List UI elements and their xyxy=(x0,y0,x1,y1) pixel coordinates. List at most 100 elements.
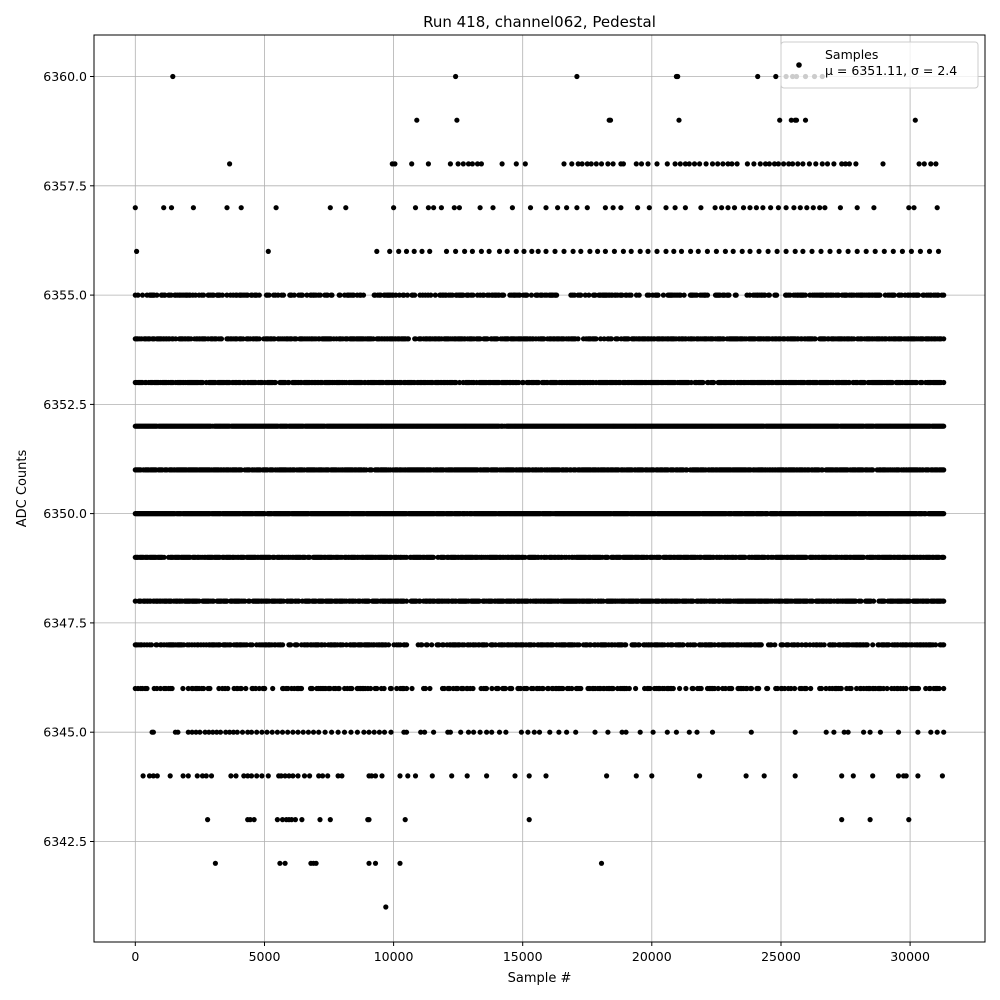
data-point xyxy=(725,205,731,211)
data-point xyxy=(941,467,947,473)
data-point xyxy=(370,336,376,342)
data-point xyxy=(812,336,818,342)
data-point xyxy=(726,292,732,298)
data-point xyxy=(608,336,615,342)
data-point xyxy=(529,248,535,254)
data-point xyxy=(554,292,560,298)
data-point xyxy=(827,248,833,254)
data-point xyxy=(625,336,632,342)
data-point xyxy=(906,205,912,211)
data-point xyxy=(504,248,510,254)
data-point xyxy=(200,379,206,386)
data-point xyxy=(455,161,461,167)
data-point xyxy=(637,248,643,254)
data-point xyxy=(711,379,717,386)
data-point xyxy=(391,205,397,211)
data-point xyxy=(941,510,947,517)
data-point xyxy=(477,205,483,211)
data-point xyxy=(941,292,947,298)
data-point xyxy=(720,161,726,167)
data-point xyxy=(578,248,584,254)
data-point xyxy=(486,248,492,254)
data-point xyxy=(610,161,616,167)
data-point xyxy=(620,161,627,167)
data-point xyxy=(797,205,803,211)
data-point xyxy=(698,205,704,211)
data-point xyxy=(592,292,598,298)
data-point xyxy=(677,292,684,298)
data-point xyxy=(756,248,762,254)
data-point xyxy=(730,248,736,254)
data-point xyxy=(941,423,947,429)
data-point xyxy=(286,379,292,386)
data-point xyxy=(293,336,299,342)
data-point xyxy=(275,292,281,298)
data-point xyxy=(586,292,592,298)
data-point xyxy=(541,336,547,342)
data-point xyxy=(810,205,816,211)
data-point xyxy=(419,248,425,254)
data-point xyxy=(456,205,462,211)
data-point xyxy=(898,292,905,298)
data-point xyxy=(499,161,505,167)
data-point xyxy=(561,248,567,254)
data-point xyxy=(374,248,380,254)
data-point xyxy=(787,292,793,298)
data-point xyxy=(256,336,262,342)
data-point xyxy=(584,205,590,211)
data-point xyxy=(620,248,627,254)
data-point xyxy=(846,161,853,167)
data-point xyxy=(681,292,687,298)
data-point xyxy=(190,205,196,211)
data-point xyxy=(219,292,225,298)
data-point xyxy=(633,161,639,167)
data-point xyxy=(733,292,739,298)
data-point xyxy=(729,161,735,167)
data-point xyxy=(412,292,418,298)
data-point xyxy=(921,161,927,167)
data-point xyxy=(403,248,410,254)
data-point xyxy=(635,205,641,211)
data-point xyxy=(240,336,246,342)
data-point xyxy=(863,248,869,254)
data-point xyxy=(575,161,581,167)
data-point xyxy=(795,161,801,167)
data-point xyxy=(517,292,523,298)
data-point xyxy=(824,161,831,167)
data-point xyxy=(771,161,778,167)
data-point xyxy=(819,161,825,167)
data-point xyxy=(404,292,411,298)
data-point xyxy=(520,379,526,386)
data-point xyxy=(899,248,906,254)
data-point xyxy=(664,161,670,167)
data-point xyxy=(299,292,305,298)
data-point xyxy=(677,161,683,167)
data-point xyxy=(516,379,522,386)
data-point xyxy=(713,248,720,254)
data-point xyxy=(783,205,789,211)
data-point xyxy=(739,248,745,254)
data-point xyxy=(574,73,580,80)
data-point xyxy=(704,292,711,298)
data-point xyxy=(792,248,798,254)
data-point xyxy=(218,336,225,342)
data-point xyxy=(324,292,331,298)
data-point xyxy=(602,248,609,254)
data-point xyxy=(481,292,487,298)
data-point xyxy=(428,292,434,298)
data-point xyxy=(877,292,883,298)
data-point xyxy=(675,73,681,80)
data-point xyxy=(256,292,262,298)
data-point xyxy=(881,248,887,254)
data-point xyxy=(351,292,357,298)
data-point xyxy=(584,161,590,167)
data-point xyxy=(768,205,774,211)
data-point xyxy=(593,336,599,342)
data-point xyxy=(663,205,669,211)
data-point xyxy=(161,554,167,560)
data-point xyxy=(935,292,941,298)
data-point xyxy=(800,161,806,167)
data-point xyxy=(291,292,297,298)
data-point xyxy=(806,161,813,167)
